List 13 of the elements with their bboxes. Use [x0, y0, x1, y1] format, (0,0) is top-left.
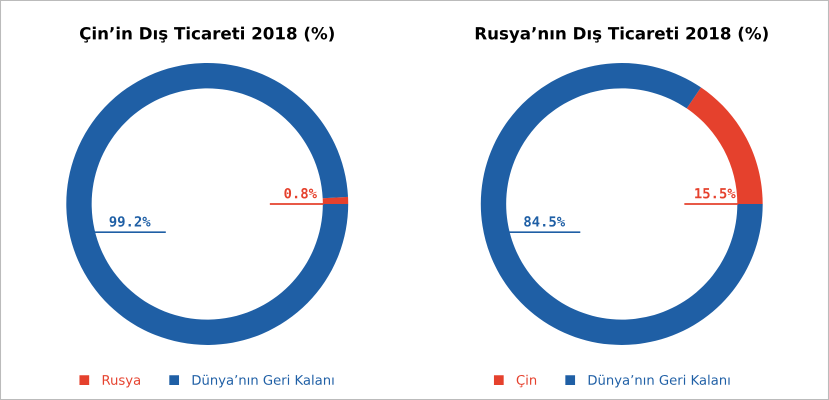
- data-label: 15.5%: [695, 188, 736, 198]
- chart-title: Rusya’nın Dış Ticareti 2018 (%): [476, 26, 768, 43]
- data-label: 99.2%: [110, 216, 151, 227]
- donut-slice: [66, 63, 348, 345]
- legend-label: Dünya’nın Geri Kalanı: [192, 374, 334, 388]
- data-label: 0.8%: [284, 188, 317, 198]
- legend-label: Rusya: [102, 375, 140, 388]
- legend-label: Çin: [516, 374, 536, 388]
- legend-label: Dünya’nın Geri Kalanı: [588, 374, 730, 388]
- donut-slice: [686, 87, 763, 204]
- chart-title: Çin’in Dış Ticareti 2018 (%): [80, 26, 334, 43]
- donut-slice: [480, 63, 763, 345]
- data-label: 84.5%: [524, 216, 566, 227]
